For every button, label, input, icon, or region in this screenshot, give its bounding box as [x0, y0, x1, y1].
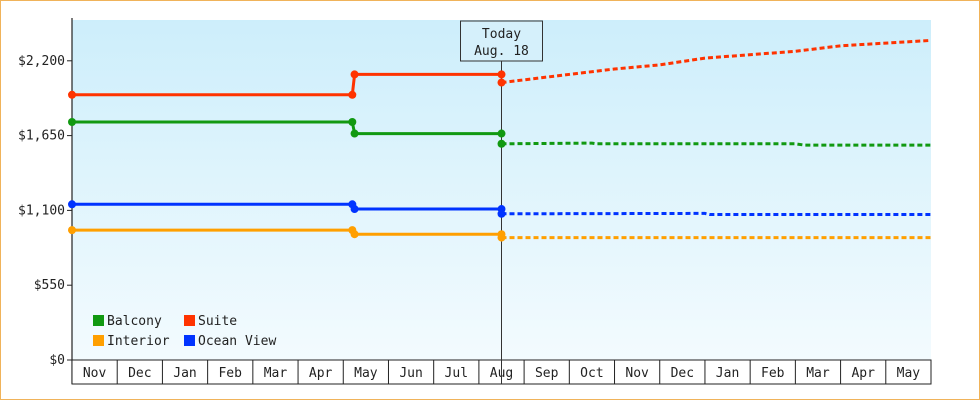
x-tick-label: Apr	[851, 366, 875, 381]
y-tick-label: $2,200	[18, 54, 65, 69]
data-point-balcony	[497, 129, 506, 138]
x-tick-label: Jul	[445, 366, 468, 381]
x-tick-label: Feb	[761, 366, 785, 381]
data-point-suite	[348, 90, 357, 99]
data-point-ocean-view	[350, 205, 359, 214]
x-tick-label: Jun	[399, 366, 422, 381]
today-date-label: Aug. 18	[474, 44, 529, 59]
x-tick-label: Dec	[128, 366, 151, 381]
x-tick-label: Mar	[264, 366, 288, 381]
series-line-balcony	[72, 120, 502, 136]
legend-swatch	[184, 335, 195, 346]
x-tick-label: Jan	[716, 366, 739, 381]
x-tick-label: Feb	[218, 366, 242, 381]
today-label: Today	[482, 27, 521, 42]
x-tick-label: Jan	[173, 366, 196, 381]
data-point-balcony	[350, 129, 359, 138]
data-point-balcony	[497, 139, 506, 148]
today-label-box: Today Aug. 18	[460, 20, 543, 62]
series-balcony	[68, 118, 931, 148]
data-point-suite	[497, 70, 506, 79]
series-interior	[68, 226, 931, 242]
series-ocean-view	[68, 200, 931, 218]
legend-item-interior: Interior	[93, 334, 170, 349]
legend-label: Interior	[107, 334, 170, 349]
legend-label: Suite	[198, 314, 237, 329]
y-tick-label: $1,100	[18, 203, 65, 218]
y-axis: $0 $550 $1,100 $1,650 $2,200	[18, 18, 73, 384]
x-tick-label: Dec	[671, 366, 694, 381]
legend-swatch	[93, 335, 104, 346]
data-point-suite	[350, 70, 359, 79]
legend: Balcony Suite Interior Ocean View	[93, 314, 276, 349]
series-forecast-line-suite	[501, 38, 932, 85]
legend-swatch	[184, 315, 195, 326]
data-point-balcony	[348, 118, 357, 126]
legend-item-ocean-view: Ocean View	[184, 334, 276, 349]
data-point-balcony	[68, 118, 76, 126]
x-tick-label: Apr	[309, 366, 333, 381]
data-point-interior	[350, 230, 359, 239]
data-point-suite	[68, 90, 76, 99]
x-tick-label: May	[354, 366, 378, 381]
x-tick-label: Nov	[625, 366, 649, 381]
y-tick-label: $550	[34, 278, 65, 293]
data-point-suite	[497, 78, 506, 87]
x-tick-label: Nov	[83, 366, 107, 381]
data-point-interior	[497, 233, 506, 242]
legend-item-suite: Suite	[184, 314, 237, 329]
x-tick-label: Mar	[806, 366, 830, 381]
x-tick-label: Sep	[535, 366, 559, 381]
legend-label: Balcony	[107, 314, 162, 329]
data-point-ocean-view	[497, 209, 506, 218]
x-tick-label: Oct	[580, 366, 603, 381]
data-point-interior	[68, 226, 76, 235]
x-tick-label: May	[897, 366, 921, 381]
y-tick-label: $1,650	[18, 129, 65, 144]
legend-item-balcony: Balcony	[93, 314, 162, 329]
series-forecast-line-balcony	[501, 141, 931, 147]
legend-label: Ocean View	[198, 334, 276, 349]
y-tick-label: $0	[49, 353, 65, 368]
data-point-ocean-view	[68, 200, 76, 209]
series-suite	[68, 38, 932, 99]
series-line-suite	[72, 72, 502, 97]
series-layer	[68, 38, 932, 242]
legend-swatch	[93, 315, 104, 326]
